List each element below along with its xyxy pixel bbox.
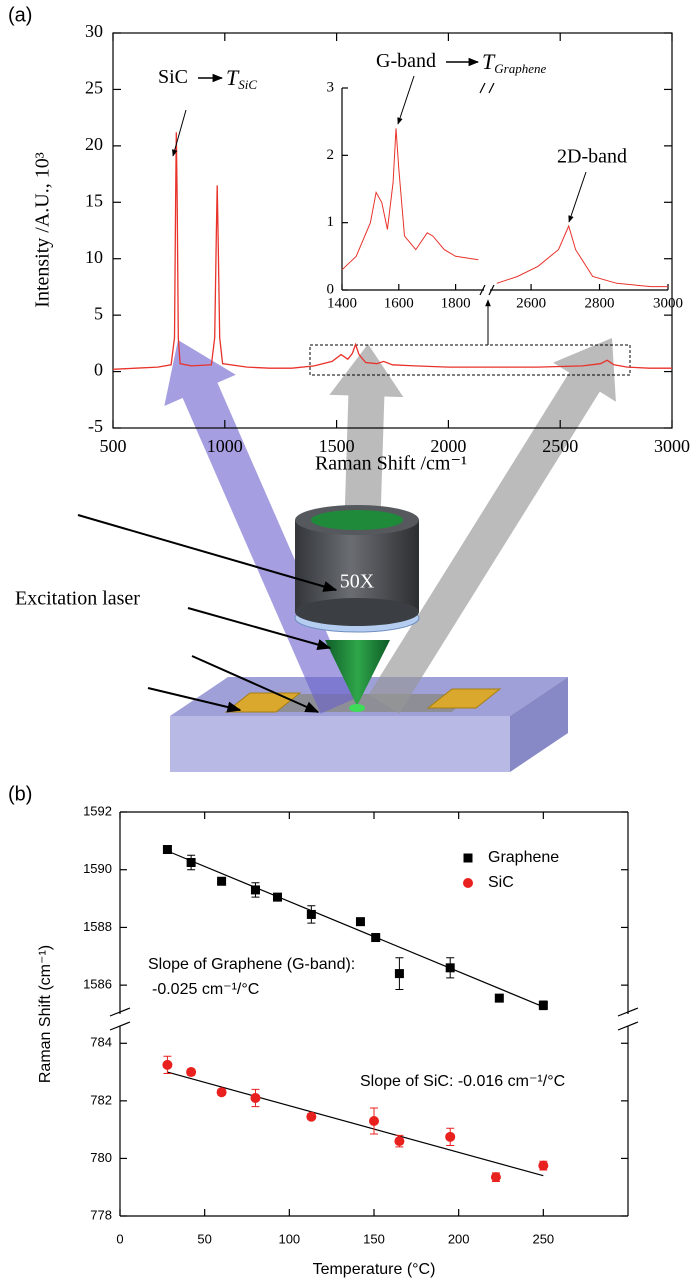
axis-break [480,83,494,93]
marker [307,910,316,919]
y-tick-label: 0 [94,360,103,380]
marker [356,917,365,926]
x-tick-label: 3000 [653,295,683,311]
y-axis-label: Raman Shift (cm⁻¹) [37,945,54,1083]
y-tick-label: 2 [327,147,335,163]
x-tick-label: 2500 [542,436,578,456]
laser-spot [349,704,365,712]
marker [539,1001,548,1010]
y-tick-label: -5 [88,416,103,436]
legend-label: Graphene [488,849,559,866]
y-tick-label: 3 [327,79,335,95]
x-tick-label: 1600 [384,295,414,311]
x-tick-label: 1400 [327,295,357,311]
y-tick-label: 15 [85,190,103,210]
x-tick-label: 2600 [516,295,546,311]
annotation: SiC [158,66,188,88]
annotation: Slope of SiC: -0.016 cm⁻¹/°C [360,1073,565,1090]
x-axis-label: Temperature (°C) [313,1261,436,1278]
marker [369,1116,379,1126]
annotation-pointer [173,110,186,156]
y-tick-label: 778 [90,1207,112,1222]
marker [162,1060,172,1070]
setup-diagram [170,677,568,772]
y-tick-label: 1586 [83,977,112,992]
panel-label: (b) [8,783,32,805]
x-tick-label: 500 [100,436,127,456]
panel-label: (a) [8,4,32,26]
objective-bottom [295,598,419,626]
y-axis-label: Intensity /A.U., 10³ [32,152,54,307]
objective-aperture [311,510,403,530]
objective-label: 50X [340,571,375,593]
legend-marker [463,878,473,888]
annotation-text: G-band [376,50,436,72]
x-tick-label: 0 [116,1231,123,1246]
y-tick-label: 30 [85,21,103,41]
annotation-subscript: SiC [238,77,257,92]
legend-marker [464,854,473,863]
marker [217,1087,227,1097]
x-axis-label: Raman Shift /cm⁻¹ [315,453,467,475]
x-tick-label: 1000 [207,436,243,456]
annotation-text: SiC [158,66,188,88]
y-tick-label: 5 [94,303,103,323]
marker [394,1136,404,1146]
annotation-pointer [398,76,414,124]
marker [186,1067,196,1077]
x-tick-label: 200 [448,1231,470,1246]
marker [251,885,260,894]
annotation: 2D-band [557,146,627,168]
y-tick-label: 782 [90,1092,112,1107]
annotation: G-band [376,50,436,72]
x-tick-label: 3000 [654,436,690,456]
y-tick-label: 1592 [83,803,112,818]
marker [217,877,226,886]
axis-break [480,285,494,295]
annotation-pointer [569,172,586,222]
x-tick-label: 50 [197,1231,211,1246]
marker [273,893,282,902]
laser-label: Excitation laser [15,588,140,610]
y-tick-label: 780 [90,1150,112,1165]
marker [538,1161,548,1171]
marker [306,1112,316,1122]
panel-b: 1586 1588 1590 1592 778 780 782 784 0 50 100 150 200… [8,783,638,1278]
annotation: TGraphene [482,49,546,76]
figure: Excitation laser 50X -505101520253050010… [0,0,696,1286]
x-tick-label: 250 [532,1231,554,1246]
spectrum-line [113,132,672,369]
marker [495,994,504,1003]
y-tick-label: 1588 [83,919,112,934]
y-tick-label: 25 [85,78,103,98]
marker [250,1093,260,1103]
x-tick-label: 2800 [585,295,615,311]
annotation: TSiC [226,65,257,92]
marker [446,963,455,972]
legend-label: SiC [488,874,514,891]
marker [163,845,172,854]
marker [491,1172,501,1182]
marker [445,1132,455,1142]
y-tick-label: 20 [85,134,103,154]
x-tick-label: 100 [278,1231,300,1246]
annotation-subscript: Graphene [494,61,546,76]
x-tick-label: 1800 [441,295,471,311]
substrate-front [170,716,510,772]
y-tick-label: 10 [85,247,103,267]
marker [371,933,380,942]
marker [187,858,196,867]
y-tick-label: 784 [90,1035,112,1050]
y-tick-label: 1590 [83,861,112,876]
annotation: Slope of Graphene (G-band): [148,956,355,973]
x-tick-label: 150 [363,1231,385,1246]
marker [395,969,404,978]
y-tick-label: 1 [327,214,335,230]
annotation: -0.025 cm⁻¹/°C [152,981,259,998]
